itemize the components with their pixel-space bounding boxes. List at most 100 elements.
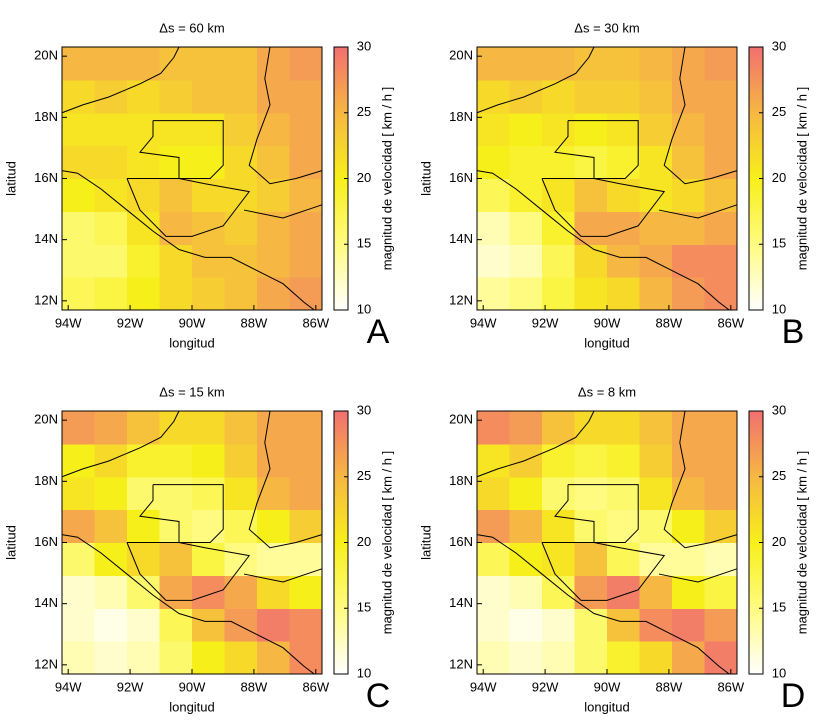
heat-cell — [639, 79, 673, 114]
colorbar-label: magnitud de velocidad [ km / h ] — [379, 87, 394, 271]
colorbar-tick-label: 25 — [357, 104, 371, 119]
y-tick-label: 14N — [34, 231, 58, 246]
heat-cell — [607, 211, 640, 245]
heat-cell — [94, 575, 128, 609]
heat-cell — [257, 79, 290, 114]
colorbar-tick-label: 25 — [772, 104, 786, 119]
colorbar-label: magnitud de velocidad [ km / h ] — [794, 451, 809, 635]
x-tick-label: 86W — [302, 679, 329, 694]
heat-cell — [704, 575, 738, 609]
x-tick-label: 86W — [717, 679, 744, 694]
heat-cell — [704, 47, 738, 81]
x-tick-label: 92W — [117, 679, 144, 694]
heat-cell — [542, 244, 575, 278]
heat-cell — [289, 443, 323, 478]
heat-cell — [192, 277, 225, 311]
panel: Δs = 15 km 94W 92W 90W 88W 86W 12N 14N 16N 18N 20N… — [3, 384, 394, 715]
colorbar-tick-label: 25 — [772, 468, 786, 483]
heat-cell — [62, 79, 95, 114]
colorbar-tick-label: 15 — [357, 236, 371, 251]
x-tick-label: 90W — [179, 315, 206, 330]
heat-cell — [672, 244, 705, 278]
heat-cell — [542, 79, 575, 114]
heat-cell — [704, 145, 738, 179]
heat-cell — [192, 211, 225, 245]
heat-cell — [192, 608, 225, 642]
heat-cell — [94, 47, 128, 81]
colorbar-label: magnitud de velocidad [ km / h ] — [379, 451, 394, 635]
heat-cell — [509, 145, 543, 179]
colorbar-label: magnitud de velocidad [ km / h ] — [794, 87, 809, 271]
x-tick-label: 88W — [656, 315, 683, 330]
y-tick-label: 12N — [34, 656, 58, 671]
heat-cell — [542, 443, 575, 478]
heat-cell — [289, 542, 323, 576]
coastline — [658, 204, 738, 219]
x-tick-label: 88W — [241, 679, 268, 694]
heat-cell — [289, 47, 323, 81]
heat-cell — [224, 277, 258, 311]
colorbar-tick-label: 30 — [772, 402, 786, 417]
y-tick-label: 14N — [34, 595, 58, 610]
x-tick-label: 88W — [656, 679, 683, 694]
coastline — [243, 204, 323, 219]
x-axis-label: longitud — [169, 699, 215, 714]
heat-cell — [477, 542, 510, 576]
heat-cell — [159, 476, 193, 511]
coastline — [61, 534, 315, 675]
heat-cell — [257, 443, 290, 478]
y-tick-label: 16N — [34, 170, 58, 185]
heat-cell — [159, 608, 193, 642]
x-axis-label: longitud — [169, 335, 215, 350]
heat-cell — [159, 112, 193, 147]
heat-cell — [62, 641, 95, 675]
heat-cell — [289, 79, 323, 114]
heat-cell — [672, 112, 705, 147]
heat-cell — [62, 411, 95, 445]
heat-cell — [509, 277, 543, 311]
y-tick-label: 20N — [449, 412, 473, 427]
heat-cell — [94, 476, 128, 511]
heat-cell — [509, 509, 543, 543]
heat-cell — [639, 641, 673, 675]
heat-cell — [289, 244, 323, 278]
heat-cell — [639, 443, 673, 478]
x-tick-label: 90W — [179, 679, 206, 694]
heat-cell — [639, 411, 673, 445]
heat-cell — [607, 542, 640, 576]
heat-cell — [192, 476, 225, 511]
y-tick-label: 18N — [34, 109, 58, 124]
heat-cell — [257, 641, 290, 675]
heat-cell — [574, 608, 608, 642]
heat-cell — [607, 509, 640, 543]
heat-cell — [192, 641, 225, 675]
panel-title: Δs = 15 km — [159, 384, 224, 399]
coastline — [476, 410, 595, 478]
heat-cell — [159, 509, 193, 543]
heat-cell — [704, 443, 738, 478]
coastline — [476, 46, 595, 114]
heat-cell — [542, 211, 575, 245]
heat-cell — [672, 641, 705, 675]
heat-cell — [224, 641, 258, 675]
heat-cell — [62, 575, 95, 609]
panel: Δs = 8 km 94W 92W 90W 88W 86W 12N 14N 16N 18N 20N l… — [418, 384, 809, 715]
heat-cell — [62, 47, 95, 81]
heat-cell — [127, 112, 160, 147]
panel-letter: B — [782, 313, 805, 351]
heat-cell — [477, 443, 510, 478]
panel: Δs = 60 km 94W 92W 90W 88W 86W 12N 14N 16N 18N 20N… — [3, 20, 394, 351]
heat-cell — [94, 145, 128, 179]
heat-cell — [159, 443, 193, 478]
heat-cell — [127, 608, 160, 642]
colorbar-tick-label: 15 — [772, 236, 786, 251]
heat-cell — [62, 277, 95, 311]
heat-cell — [509, 211, 543, 245]
x-tick-label: 94W — [55, 679, 82, 694]
x-tick-label: 86W — [717, 315, 744, 330]
heat-cell — [639, 112, 673, 147]
colorbar-tick-label: 10 — [357, 665, 371, 680]
heat-cell — [94, 509, 128, 543]
colorbar-tick-label: 20 — [357, 170, 371, 185]
heat-cell — [62, 112, 95, 147]
